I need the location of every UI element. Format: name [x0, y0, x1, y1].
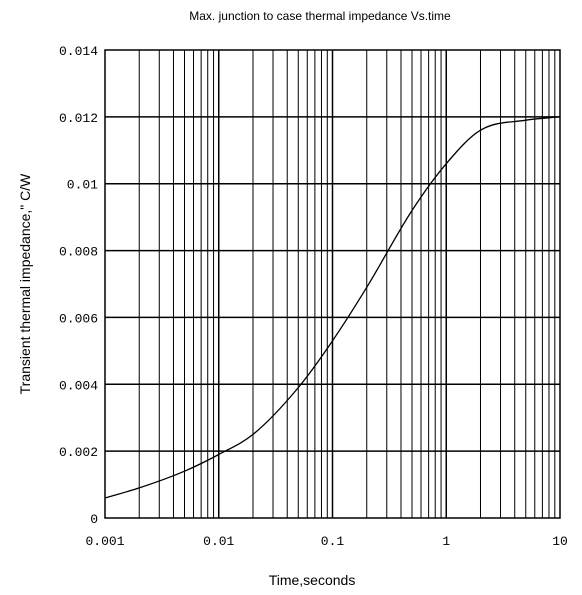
y-tick-label: 0.01	[67, 178, 98, 193]
x-tick-labels: 0.001 0.01 0.1 1 10	[85, 534, 567, 549]
y-tick-label: 0.012	[59, 111, 98, 126]
x-tick-label: 0.01	[203, 534, 234, 549]
y-tick-label: 0.002	[59, 445, 98, 460]
chart-title: Max. junction to case thermal impedance …	[189, 9, 451, 23]
y-tick-label: 0.014	[59, 44, 98, 59]
plot-frame	[104, 49, 561, 519]
x-tick-label: 1	[442, 534, 450, 549]
y-tick-labels: 0 0.002 0.004 0.006 0.008 0.01 0.012 0.014	[59, 44, 98, 527]
impedance-curve	[104, 116, 561, 499]
y-axis-label: Transient thermal impedance," C/W	[17, 173, 33, 395]
y-tick-label: 0.004	[59, 378, 98, 393]
y-tick-label: 0	[90, 512, 98, 527]
x-axis-label: Time,seconds	[269, 572, 356, 588]
x-tick-label: 10	[552, 534, 568, 549]
grid-lines	[105, 50, 560, 518]
x-tick-label: 0.001	[85, 534, 124, 549]
y-tick-label: 0.006	[59, 311, 98, 326]
y-tick-label: 0.008	[59, 245, 98, 260]
x-tick-label: 0.1	[321, 534, 345, 549]
